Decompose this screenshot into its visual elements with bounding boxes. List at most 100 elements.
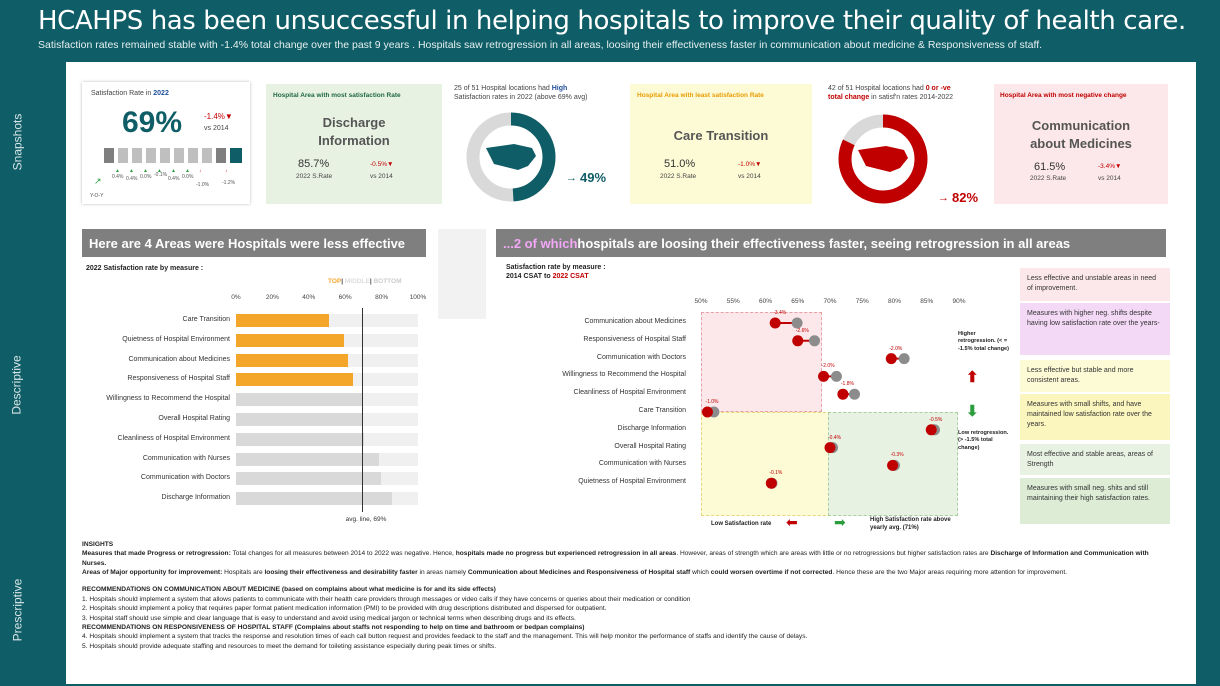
- donut-fill: [466, 112, 556, 202]
- divider-block: [438, 229, 486, 319]
- bar-row: Responsiveness of Hospital Staff: [66, 373, 426, 387]
- dot-category-label: Quietness of Hospital Environment: [578, 478, 686, 486]
- point-2014: [791, 317, 803, 329]
- bar-category-label: Discharge Information: [161, 494, 230, 502]
- prescriptive-side-label: Prescriptive: [10, 578, 24, 642]
- dot-plot-svg: [701, 317, 940, 489]
- bar-row: Discharge Information: [66, 492, 426, 506]
- bar-row: Cleanliness of Hospital Environment: [66, 432, 426, 447]
- zone-high-retrogression: [701, 312, 822, 412]
- insights-title: INSIGHTS: [82, 541, 114, 548]
- change-label: -0.5%: [929, 416, 943, 423]
- dot-category-label: Care Transition: [638, 407, 686, 414]
- bar: [236, 314, 329, 327]
- dot-category-label: Discharge Information: [617, 424, 686, 432]
- donut-arrow-icon: →: [566, 172, 577, 184]
- negative-area-change: -3.4%▼: [1098, 163, 1122, 170]
- usa-map-icon: [486, 144, 536, 170]
- yoy-arrow-icon: ↗: [94, 176, 102, 186]
- snapshots-side-label: Snapshots: [10, 113, 24, 171]
- change-label: -0.1%: [769, 470, 783, 477]
- area-rate: 85.7%: [298, 158, 330, 170]
- point-2022: [925, 424, 937, 436]
- dashboard-subtitle: Satisfaction rates remained stable with …: [38, 39, 1043, 51]
- snapshot-satisfaction-rate: Satisfaction Rate in 2022 69% -1.4%▼ vs …: [82, 82, 250, 204]
- dot-axis-tick: 65%: [791, 298, 805, 305]
- least-area-change: -1.0%▼: [738, 161, 762, 168]
- bar-axis-tick: 20%: [265, 294, 279, 301]
- left-arrow-icon: ⬅: [786, 514, 798, 530]
- bar-category-label: Care Transition: [182, 316, 230, 323]
- change-label: -1.0%: [705, 399, 719, 405]
- bar-category-label: Communication with Nurses: [142, 454, 230, 462]
- legend-top: TOP: [328, 278, 342, 285]
- bar-axis-tick: 100%: [409, 294, 427, 301]
- snapshot4-head: Hospital Area with least satisfaction Ra…: [637, 92, 764, 99]
- bar-category-label: Overall Hospital Rating: [158, 415, 230, 422]
- insights-block: INSIGHTS Measures that made Progress or …: [82, 540, 1172, 651]
- bar-axis-tick: 60%: [338, 294, 352, 301]
- yoy-label: Y-O-Y: [90, 193, 104, 199]
- change-label: -0.4%: [828, 434, 842, 441]
- bar-category-label: Cleanliness of Hospital Environment: [117, 434, 230, 442]
- yoy-bars: [104, 148, 244, 164]
- least-area-rate-label: 2022 S.Rate: [660, 173, 697, 180]
- negative-area-line2: about Medicines: [1030, 136, 1132, 151]
- snapshot-rate-year: 2022: [153, 90, 169, 97]
- bar: [236, 393, 362, 407]
- dot-axis-tick: 90%: [952, 298, 966, 305]
- point-2022: [887, 459, 899, 471]
- snapshot2-head: Hospital Area with most satisfaction Rat…: [273, 92, 401, 99]
- legend-middle: MIDDLE: [344, 278, 370, 285]
- insight-progress: Measures that made Progress or retrogres…: [82, 550, 1149, 567]
- bar-chart-subtitle: 2022 Satisfaction rate by measure :: [86, 265, 204, 272]
- bar-category-label: Quietness of Hospital Environment: [122, 335, 230, 343]
- legend-box: Less effective but stable and more consi…: [1020, 360, 1170, 392]
- bar-track: [236, 472, 418, 486]
- snapshot-most-satisfaction: Hospital Area with most satisfaction Rat…: [266, 84, 442, 204]
- bar-row: Communication about Medicines: [66, 353, 426, 368]
- dot-category-label: Communication with Nurses: [598, 460, 686, 468]
- point-2022: [837, 388, 849, 400]
- bar-track: [236, 373, 418, 387]
- high-satisfaction-donut: [466, 112, 556, 202]
- area-rate-label: 2022 S.Rate: [296, 173, 333, 180]
- area-change: -0.5%▼: [370, 161, 394, 168]
- recommendations-medicine-title: RECOMMENDATIONS ON COMMUNICATION ABOUT M…: [82, 586, 496, 594]
- least-area-vs: vs 2014: [738, 173, 761, 180]
- bar-axis-tick: 0%: [231, 294, 241, 301]
- recommendation-3: 3. Hospital staff should use simple and …: [82, 614, 576, 622]
- snapshot-high-satisfaction-locations: 25 of 51 Hospital locations had High Sat…: [452, 82, 622, 206]
- point-2022: [885, 353, 897, 365]
- area-name-line2: Information: [318, 133, 390, 148]
- bar-axis-tick: 40%: [302, 294, 316, 301]
- dot-axis-tick: 55%: [726, 298, 740, 305]
- left-section-heading: Here are 4 Areas were Hospitals were les…: [82, 229, 426, 257]
- bar-track: [236, 432, 418, 446]
- point-2022: [769, 317, 781, 329]
- point-2014: [898, 353, 910, 365]
- point-2014: [809, 335, 821, 347]
- bar-row: Quietness of Hospital Environment: [66, 333, 426, 348]
- dot-chart: 50% 55% 60% 65% 70% 75% 80% 85% 90% Communicatio…: [496, 294, 1009, 544]
- legend-box: Measures with higher neg. shifts despite…: [1020, 303, 1170, 355]
- point-2022: [765, 477, 777, 489]
- bar: [236, 413, 362, 426]
- dashboard-title: HCAHPS has been unsuccessful in helping …: [38, 6, 1186, 36]
- bar-axis-tick: 80%: [375, 294, 389, 301]
- negative-change-pct: 82%: [952, 190, 979, 205]
- bar-row: Communication with Nurses: [66, 452, 426, 467]
- dot-category-label: Communication about Medicines: [584, 318, 686, 325]
- point-2022: [792, 335, 804, 347]
- legend-box: Most effective and stable areas, areas o…: [1020, 444, 1170, 475]
- bar-category-label: Responsiveness of Hospital Staff: [127, 375, 230, 383]
- big-satisfaction-rate: 69%: [122, 106, 183, 139]
- dot-axis-tick: 80%: [887, 298, 902, 305]
- bar: [236, 432, 365, 446]
- higher-retrogression-note: Higher retrogression. (< = -1.5% total c…: [958, 331, 1009, 352]
- snapshot-most-negative: Hospital Area with most negative change …: [994, 84, 1168, 204]
- dot-category-label: Responsiveness of Hospital Staff: [583, 335, 686, 343]
- bar-track: [236, 393, 418, 407]
- change-label: -3.4%: [773, 310, 787, 316]
- snapshot6-head: Hospital Area with most negative change: [1000, 92, 1127, 99]
